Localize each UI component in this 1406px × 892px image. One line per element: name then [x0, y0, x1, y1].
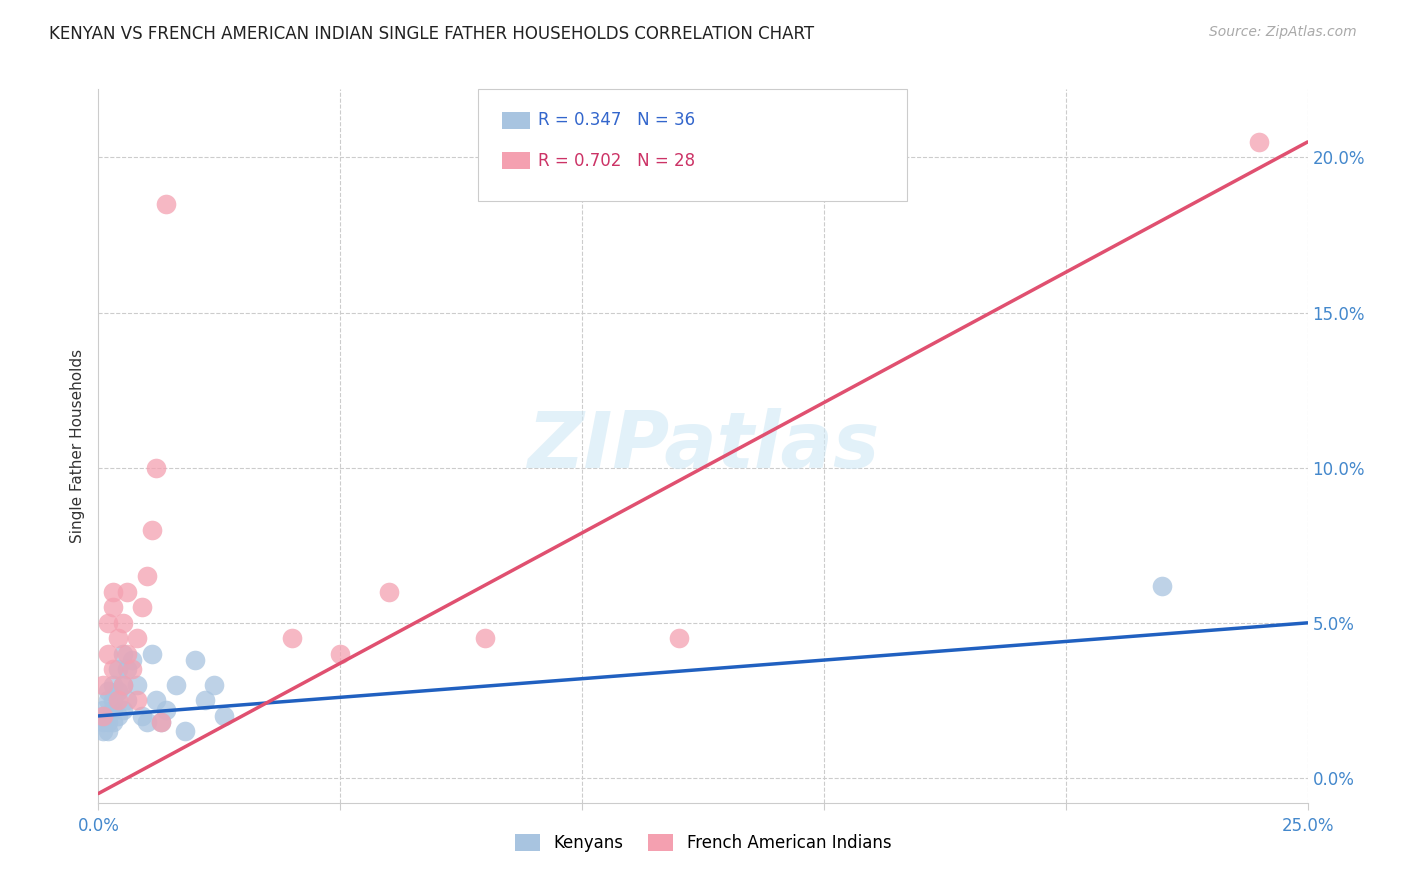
Point	[131, 709, 153, 723]
Point	[91, 715, 114, 730]
Point	[145, 460, 167, 475]
Point	[101, 678, 124, 692]
Point	[141, 647, 163, 661]
Point	[97, 615, 120, 630]
Point	[107, 709, 129, 723]
Point	[91, 709, 114, 723]
Point	[101, 703, 124, 717]
Point	[212, 709, 235, 723]
Point	[155, 197, 177, 211]
Point	[204, 678, 226, 692]
Point	[101, 715, 124, 730]
Point	[91, 678, 114, 692]
Point	[1249, 135, 1271, 149]
Point	[97, 709, 120, 723]
Point	[377, 584, 399, 599]
Point	[117, 584, 139, 599]
Point	[474, 632, 496, 646]
Point	[121, 653, 143, 667]
Point	[91, 724, 114, 739]
Point	[107, 693, 129, 707]
Point	[127, 678, 149, 692]
Text: ZIPatlas: ZIPatlas	[527, 408, 879, 484]
Point	[101, 584, 124, 599]
Point	[150, 715, 173, 730]
Point	[329, 647, 352, 661]
Point	[127, 632, 149, 646]
Point	[150, 715, 173, 730]
Point	[101, 600, 124, 615]
Point	[668, 632, 690, 646]
Point	[1152, 579, 1174, 593]
Point	[127, 693, 149, 707]
Point	[111, 678, 134, 692]
Point	[101, 693, 124, 707]
Y-axis label: Single Father Households: Single Father Households	[69, 349, 84, 543]
Point	[111, 615, 134, 630]
Point	[111, 647, 134, 661]
Point	[131, 600, 153, 615]
Text: R = 0.347   N = 36: R = 0.347 N = 36	[538, 112, 696, 129]
Point	[135, 569, 157, 583]
Point	[135, 715, 157, 730]
Point	[97, 647, 120, 661]
Point	[111, 703, 134, 717]
Point	[121, 662, 143, 676]
Point	[91, 709, 114, 723]
Point	[97, 693, 120, 707]
Point	[101, 662, 124, 676]
Point	[117, 693, 139, 707]
Point	[117, 662, 139, 676]
Point	[107, 684, 129, 698]
Text: Source: ZipAtlas.com: Source: ZipAtlas.com	[1209, 25, 1357, 39]
Point	[111, 678, 134, 692]
Point	[91, 703, 114, 717]
Point	[194, 693, 217, 707]
Point	[281, 632, 304, 646]
Point	[107, 662, 129, 676]
Point	[117, 647, 139, 661]
Point	[97, 715, 120, 730]
Point	[107, 632, 129, 646]
Point	[141, 523, 163, 537]
Text: R = 0.702   N = 28: R = 0.702 N = 28	[538, 152, 696, 169]
Point	[155, 703, 177, 717]
Point	[97, 684, 120, 698]
Point	[97, 724, 120, 739]
Point	[165, 678, 187, 692]
Legend: Kenyans, French American Indians: Kenyans, French American Indians	[508, 827, 898, 859]
Text: KENYAN VS FRENCH AMERICAN INDIAN SINGLE FATHER HOUSEHOLDS CORRELATION CHART: KENYAN VS FRENCH AMERICAN INDIAN SINGLE …	[49, 25, 814, 43]
Point	[184, 653, 207, 667]
Point	[145, 693, 167, 707]
Point	[174, 724, 197, 739]
